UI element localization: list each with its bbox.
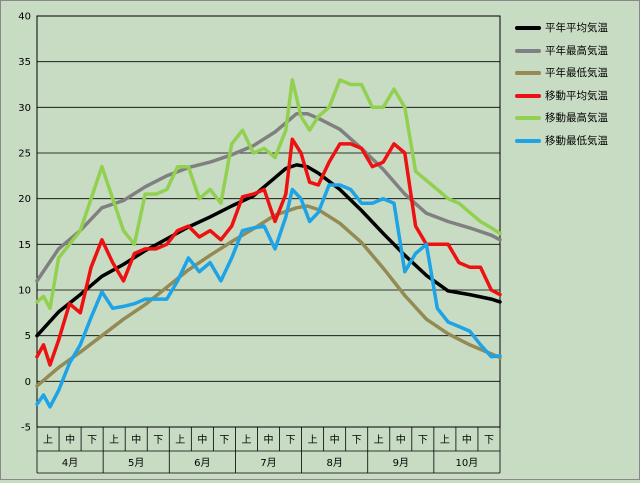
legend-item: 平年平均気温	[513, 17, 637, 40]
decade-label: 中	[330, 433, 340, 446]
decade-label: 上	[175, 434, 185, 446]
legend-swatch	[515, 48, 541, 53]
decade-label: 中	[197, 433, 207, 446]
month-label: 9月	[393, 457, 409, 469]
legend-item: 平年最高気温	[513, 40, 637, 63]
month-label: 5月	[128, 457, 144, 469]
legend-item: 移動平均気温	[513, 85, 637, 108]
decade-label: 下	[352, 435, 362, 446]
month-label: 8月	[326, 457, 342, 469]
decade-label: 下	[484, 435, 494, 446]
legend-swatch	[515, 71, 541, 76]
decade-label: 上	[308, 434, 318, 446]
legend-label: 平年最高気温	[545, 44, 608, 57]
decade-label: 上	[440, 434, 450, 446]
legend-label: 平年最低気温	[545, 67, 608, 80]
series-line-4	[35, 78, 502, 311]
y-tick-label: 0	[25, 377, 31, 388]
y-tick-label: 10	[18, 286, 31, 297]
month-label: 4月	[62, 457, 78, 469]
y-tick-label: 30	[18, 103, 31, 114]
plot-area	[37, 16, 500, 427]
decade-label: 中	[264, 433, 274, 446]
month-label: 6月	[194, 457, 210, 469]
series-line-3	[35, 137, 502, 367]
series-line-0	[35, 163, 502, 338]
decade-label: 下	[286, 435, 296, 446]
decade-label: 中	[65, 433, 75, 446]
legend-label: 移動最高気温	[545, 112, 608, 125]
y-tick-label: 40	[18, 12, 31, 23]
decade-label: 上	[109, 434, 119, 446]
decade-label: 上	[43, 434, 53, 446]
legend: 平年平均気温 平年最高気温 平年最低気温 移動平均気温 移動最高気温 移動最低気温	[513, 17, 637, 153]
y-tick-label: 15	[18, 240, 31, 251]
legend-item: 平年最低気温	[513, 62, 637, 85]
legend-label: 平年平均気温	[545, 22, 608, 34]
decade-label: 上	[241, 434, 251, 446]
legend-label: 移動平均気温	[545, 89, 608, 102]
legend-swatch	[515, 138, 541, 143]
legend-item: 移動最低気温	[513, 130, 637, 153]
decade-label: 下	[87, 435, 97, 446]
decade-label: 下	[219, 435, 229, 446]
decade-label: 上	[374, 434, 384, 446]
y-tick-label: 35	[18, 57, 31, 68]
y-tick-label: 20	[18, 194, 31, 205]
month-label: 7月	[260, 457, 276, 469]
y-tick-label: 5	[25, 331, 31, 342]
legend-label: 移動最低気温	[545, 134, 608, 147]
month-label: 10月	[456, 457, 479, 469]
decade-label: 下	[418, 435, 428, 446]
decade-label: 中	[396, 433, 406, 446]
y-tick-label: -5	[21, 423, 31, 434]
plot-border	[36, 15, 501, 428]
series-line-5	[35, 183, 502, 409]
legend-swatch	[515, 93, 541, 98]
decade-label: 中	[131, 433, 141, 446]
y-tick-label: 25	[18, 149, 31, 160]
legend-swatch	[515, 116, 541, 121]
legend-swatch	[515, 26, 541, 30]
decade-label: 下	[153, 435, 163, 446]
legend-item: 移動最高気温	[513, 107, 637, 130]
decade-label: 中	[462, 433, 472, 446]
